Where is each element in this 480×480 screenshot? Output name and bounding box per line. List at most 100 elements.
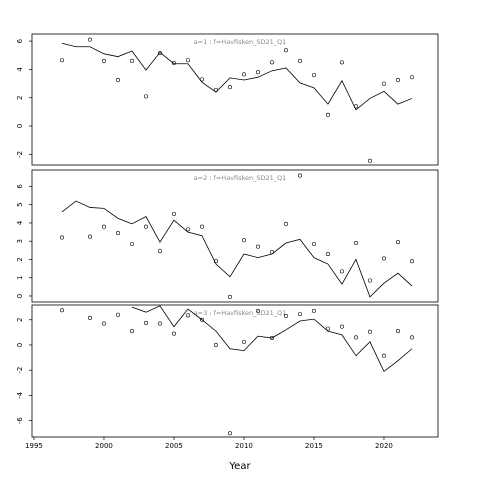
observation (255, 244, 260, 249)
observation (115, 78, 120, 83)
observation (171, 331, 176, 336)
observation (353, 104, 358, 109)
y-tick-label: 2 (16, 257, 24, 261)
observation (297, 173, 302, 178)
y-tick-label: 6 (16, 184, 24, 189)
observation (87, 315, 92, 320)
panel-title: a=2 : f=Havfisken_SD21_Q1 (194, 174, 287, 182)
observation (395, 78, 400, 83)
observation (381, 353, 386, 358)
observation (255, 70, 260, 75)
observation (59, 308, 64, 313)
observation (311, 73, 316, 78)
observation (227, 85, 232, 90)
observation (157, 321, 162, 326)
y-tick-label: -2 (16, 151, 24, 158)
observation (311, 241, 316, 246)
y-tick-label: -6 (16, 417, 24, 425)
observation (157, 51, 162, 56)
observation (255, 308, 260, 313)
observation (157, 249, 162, 254)
observation (185, 313, 190, 318)
panel-title: a=3 : f=Havfisken_SD21_Q1 (194, 309, 287, 317)
observation (199, 224, 204, 229)
observation (129, 329, 134, 334)
observation (367, 158, 372, 163)
panel-frame (31, 169, 439, 303)
observation (339, 269, 344, 274)
fit-line (61, 200, 413, 298)
x-axis-label: Year (228, 461, 251, 472)
observation (213, 259, 218, 264)
y-tick-label: 2 (16, 95, 24, 99)
observation (101, 321, 106, 326)
plot-area (59, 37, 414, 163)
observation (59, 235, 64, 240)
observation (269, 336, 274, 341)
x-tick-label: 2015 (305, 442, 323, 450)
observation (213, 342, 218, 347)
observation (311, 308, 316, 313)
observation (227, 294, 232, 299)
observation (395, 240, 400, 245)
observation (395, 329, 400, 334)
observation (381, 81, 386, 86)
observation (241, 339, 246, 344)
observation (129, 241, 134, 246)
observation (283, 48, 288, 53)
observation (353, 335, 358, 340)
x-tick-label: 2020 (375, 442, 393, 450)
panel-frame (31, 33, 439, 166)
observation (213, 87, 218, 92)
y-tick-label: -4 (16, 391, 24, 399)
observation (409, 75, 414, 80)
observation (199, 77, 204, 82)
observation (143, 94, 148, 99)
observation (325, 112, 330, 117)
y-tick-label: -2 (16, 367, 24, 374)
observation (199, 317, 204, 322)
observation (353, 241, 358, 246)
observation (409, 259, 414, 264)
panel-frame (31, 304, 439, 438)
x-tick-label: 2000 (95, 442, 113, 450)
y-tick-label: 4 (16, 67, 24, 72)
observation (115, 230, 120, 235)
observation (269, 250, 274, 255)
observation (143, 320, 148, 325)
y-tick-label: 1 (16, 275, 24, 279)
y-tick-label: 5 (16, 202, 24, 206)
observation (101, 224, 106, 229)
observation (185, 58, 190, 63)
observation (241, 238, 246, 243)
fit-line (61, 42, 413, 111)
x-tick-label: 2010 (235, 442, 253, 450)
observation (115, 312, 120, 317)
fit-line (131, 305, 413, 373)
observation (171, 61, 176, 66)
observation (297, 58, 302, 63)
observation (297, 312, 302, 317)
panel-title: a=1 : f=Havfisken_SD21_Q1 (194, 38, 287, 46)
observation (339, 60, 344, 65)
observation (325, 326, 330, 331)
plot-area (59, 173, 414, 299)
observation (339, 324, 344, 329)
observation (283, 313, 288, 318)
x-tick-label: 2005 (165, 442, 183, 450)
y-tick-label: 4 (16, 220, 24, 225)
observation (227, 431, 232, 436)
observation (143, 224, 148, 229)
observation (409, 335, 414, 340)
observation (325, 251, 330, 256)
observation (101, 58, 106, 63)
y-tick-label: 0 (16, 124, 24, 128)
observation (59, 58, 64, 63)
y-tick-label: 3 (16, 239, 24, 243)
observation (87, 37, 92, 42)
observation (129, 58, 134, 63)
observation (185, 227, 190, 232)
observation (367, 329, 372, 334)
observation (269, 60, 274, 65)
